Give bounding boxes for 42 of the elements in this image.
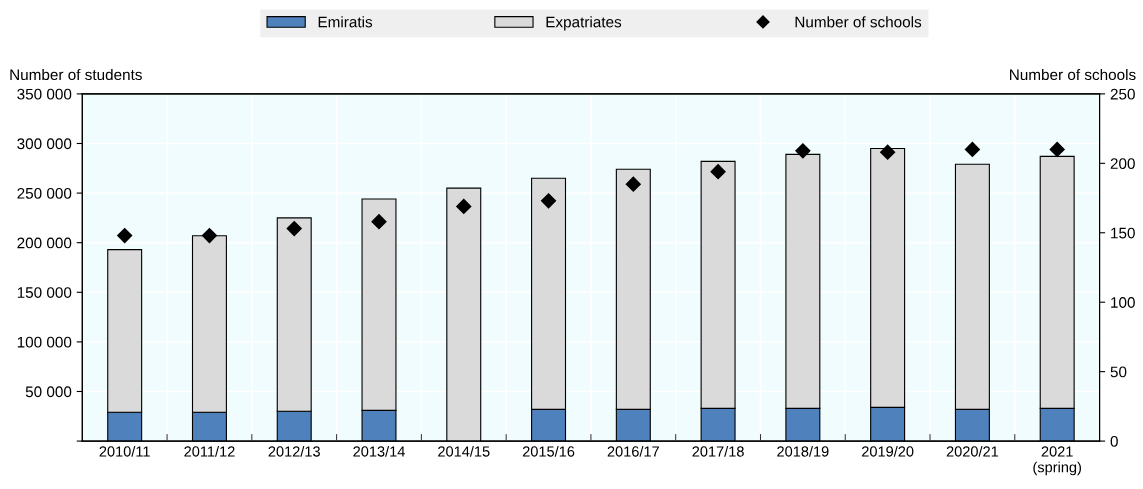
y2-tick-label: 100 — [1111, 297, 1135, 308]
y2-tick-label: 250 — [1110, 88, 1135, 100]
x-tick-label: 2018/19 — [777, 445, 829, 457]
x-tick-label: 2015/16 — [522, 445, 575, 457]
y-tick-label: 350 000 — [17, 88, 72, 100]
point — [795, 143, 811, 159]
legend-label: Expatriates — [546, 16, 622, 31]
y2-tick-label: 50 — [1110, 366, 1127, 378]
y-tick-label: 150 000 — [17, 287, 72, 298]
y-tick-label: 100 000 — [17, 336, 72, 348]
legend-label: Emiratis — [318, 16, 373, 28]
point — [117, 227, 133, 244]
y-tick-label: 300 000 — [17, 138, 72, 150]
x-tick-label: 2014/15 — [438, 445, 490, 457]
y-tick-label: 250 000 — [17, 187, 72, 199]
legend-label: Number of schools — [795, 16, 922, 28]
y2-tick-label: 0 — [1110, 435, 1118, 447]
x-tick-label: 2010/11 — [99, 445, 150, 457]
point — [540, 193, 557, 209]
point — [456, 198, 472, 214]
point — [710, 164, 726, 180]
x-tick-label: 2011/12 — [184, 445, 235, 457]
point — [964, 141, 980, 158]
point — [880, 144, 896, 160]
x-tick-label: 2016/17 — [607, 445, 659, 457]
x-tick-label: 2019/20 — [862, 445, 914, 457]
x-tick-label: 2013/14 — [353, 445, 405, 457]
point — [625, 176, 641, 192]
y-axis-title: Number of students — [10, 68, 142, 81]
y-tick-label: 200 000 — [17, 237, 72, 249]
y2-tick-label: 150 — [1111, 227, 1135, 239]
y-tick-label: 50 000 — [25, 386, 72, 398]
x-tick-label: 2020/21 — [946, 445, 999, 457]
y2-tick-label: 200 — [1110, 158, 1135, 170]
y2-axis-title: Number of schools — [1010, 68, 1136, 81]
point — [286, 221, 302, 237]
x-tick-label: 2021 (spring) — [1033, 446, 1081, 476]
point — [201, 227, 218, 244]
point — [371, 214, 387, 230]
point — [1049, 141, 1065, 158]
x-tick-label: 2012/13 — [268, 445, 320, 457]
x-tick-label: 2017/18 — [692, 445, 744, 457]
